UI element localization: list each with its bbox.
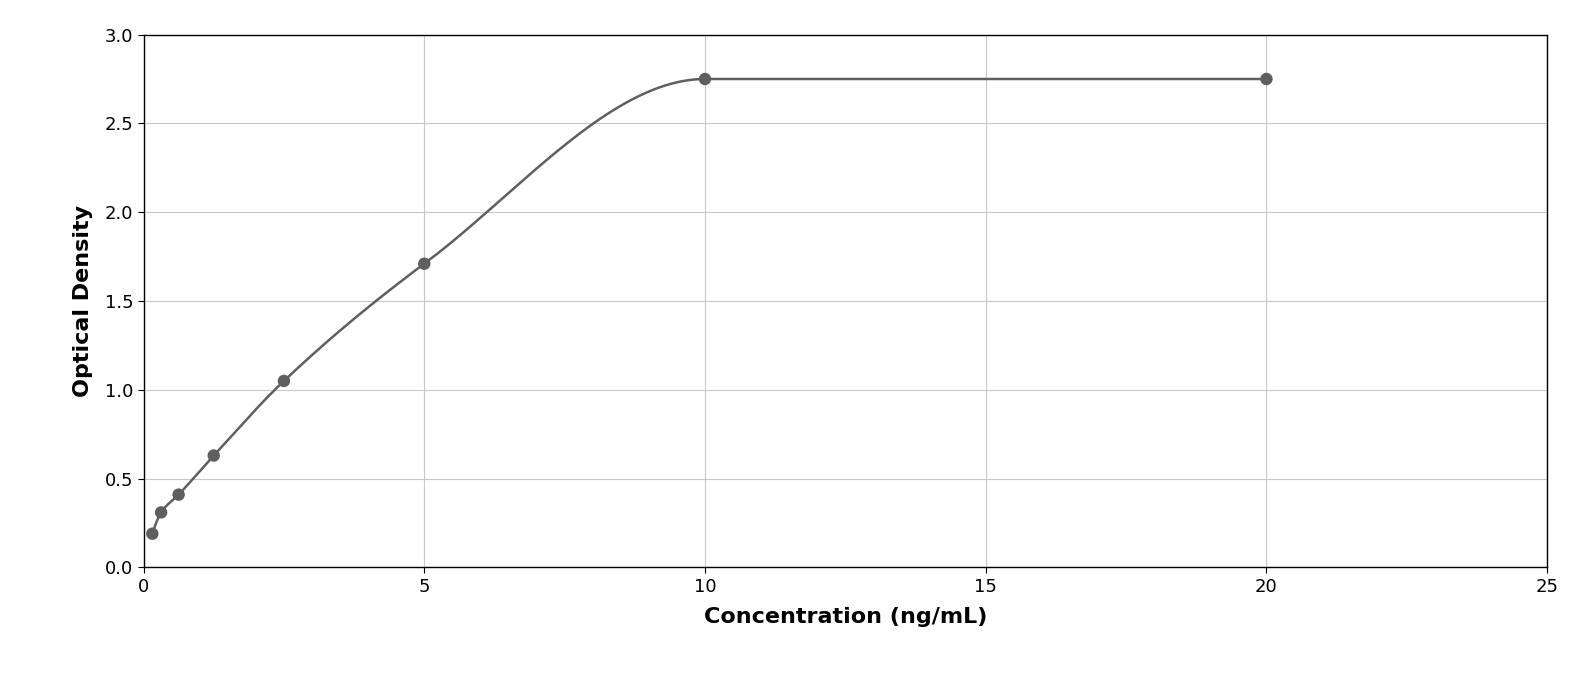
- X-axis label: Concentration (ng/mL): Concentration (ng/mL): [703, 607, 987, 627]
- Point: [148, 507, 174, 518]
- Point: [139, 528, 164, 539]
- Point: [166, 489, 191, 500]
- Point: [1254, 73, 1279, 84]
- Point: [201, 450, 226, 461]
- Point: [412, 258, 437, 269]
- Point: [271, 375, 297, 386]
- Y-axis label: Optical Density: Optical Density: [73, 205, 93, 397]
- Point: [692, 73, 718, 84]
